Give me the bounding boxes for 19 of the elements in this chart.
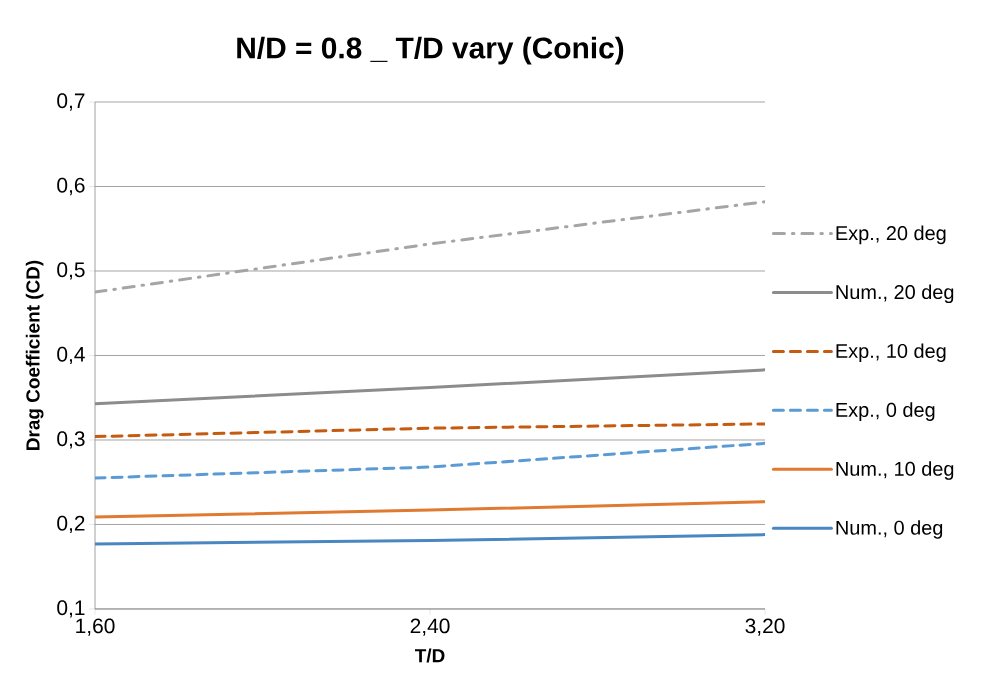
y-tick-label: 0,4	[57, 346, 85, 365]
legend-label: Num., 20 deg	[836, 284, 954, 304]
y-tick-label: 0,1	[57, 600, 85, 618]
x-axis-title: T/D	[414, 648, 445, 663]
legend-label: Num., 10 deg	[836, 461, 954, 480]
y-tick-label: 0,7	[57, 93, 85, 111]
x-tick-label: 2,40	[410, 618, 450, 636]
y-axis-title: Drag Coefficient (CD)	[25, 260, 44, 450]
x-tick-label: 1,60	[76, 618, 115, 636]
y-tick-label: 0,6	[57, 177, 85, 196]
legend-label: Exp., 10 deg	[836, 343, 946, 362]
x-tick-label: 3,20	[745, 618, 785, 636]
y-tick-label: 0,3	[57, 431, 85, 449]
legend-label: Exp., 20 deg	[836, 225, 946, 245]
chart-title: N/D = 0.8 _ T/D vary (Conic)	[237, 36, 624, 65]
legend-label: Exp., 0 deg	[836, 402, 935, 421]
legend-label: Num., 0 deg	[836, 520, 943, 539]
y-tick-label: 0,2	[57, 515, 85, 534]
y-tick-label: 0,5	[57, 262, 85, 280]
